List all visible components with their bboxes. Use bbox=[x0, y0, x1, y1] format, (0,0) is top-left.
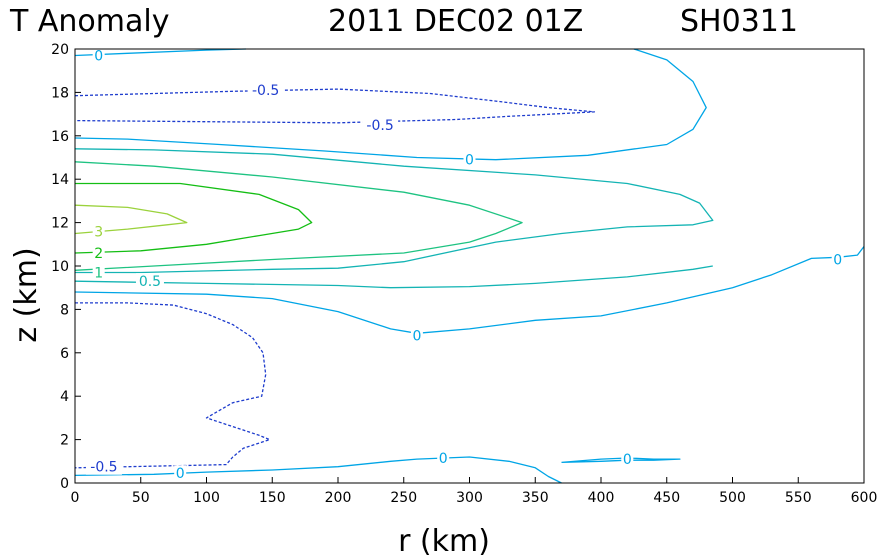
contour-line-3 bbox=[74, 148, 714, 274]
x-axis-label: r (km) bbox=[398, 524, 490, 558]
contour-label-bg-3 bbox=[463, 151, 476, 168]
y-tick-label-3: 6 bbox=[60, 346, 69, 362]
x-tick-label-8: 400 bbox=[588, 490, 615, 506]
contour-labels: 0 -0.5 -0.5 0 3 2 1 0.5 0 0 -0.5 0 0 0 bbox=[85, 47, 844, 482]
contour-line-2 bbox=[74, 88, 596, 124]
contour-label-5: 2 bbox=[94, 246, 103, 262]
x-tick-label-7: 350 bbox=[522, 490, 549, 506]
x-axis-ticks: 0 50 100 150 200 250 300 350 400 450 500 550 600 bbox=[71, 477, 878, 506]
contour-lines bbox=[74, 48, 865, 484]
title-datetime: 2011 DEC02 01Z bbox=[328, 4, 583, 39]
contour-label-11: 0 bbox=[176, 466, 185, 482]
y-tick-label-0: 0 bbox=[60, 476, 69, 492]
contour-label-bg-11 bbox=[174, 465, 187, 482]
contour-line-11 bbox=[561, 457, 681, 464]
title-storm-id: SH0311 bbox=[680, 4, 798, 39]
y-tick-label-7: 14 bbox=[51, 172, 69, 188]
contour-label-bg-2 bbox=[362, 116, 399, 133]
contour-label-bg-1 bbox=[247, 82, 284, 99]
contour-label-bg-0 bbox=[92, 47, 105, 64]
contour-label-4: 3 bbox=[94, 224, 103, 240]
contour-line-6 bbox=[74, 204, 188, 235]
contour-label-0: 0 bbox=[94, 49, 103, 65]
contour-label-bg-13 bbox=[621, 451, 634, 468]
x-tick-label-9: 450 bbox=[653, 490, 680, 506]
y-tick-label-5: 10 bbox=[51, 259, 69, 275]
chart-title: T Anomaly 2011 DEC02 01Z SH0311 bbox=[9, 4, 798, 39]
y-tick-label-10: 20 bbox=[51, 42, 69, 58]
x-tick-label-0: 0 bbox=[71, 490, 80, 506]
x-tick-label-11: 550 bbox=[785, 490, 812, 506]
y-tick-label-8: 16 bbox=[51, 129, 69, 145]
x-tick-label-6: 300 bbox=[456, 490, 483, 506]
contour-label-7: 0.5 bbox=[139, 274, 161, 290]
contour-line-9 bbox=[74, 302, 271, 469]
title-variable: T Anomaly bbox=[9, 4, 169, 39]
contour-label-1: -0.5 bbox=[252, 83, 279, 99]
contour-label-9: 0 bbox=[412, 328, 421, 344]
contour-line-1 bbox=[74, 48, 707, 161]
contour-line-7 bbox=[74, 265, 713, 289]
y-tick-label-1: 2 bbox=[60, 433, 69, 449]
x-tick-label-5: 250 bbox=[390, 490, 417, 506]
contour-line-4 bbox=[74, 161, 523, 271]
contour-line-8 bbox=[74, 246, 865, 334]
contour-label-bg-5 bbox=[92, 244, 105, 261]
contour-label-8: 0 bbox=[833, 252, 842, 268]
contour-label-bg-9 bbox=[410, 327, 423, 344]
contour-label-bg-8 bbox=[831, 251, 844, 268]
y-tick-label-9: 18 bbox=[51, 85, 69, 101]
contour-label-6: 1 bbox=[94, 266, 103, 282]
contour-label-bg-6 bbox=[92, 264, 105, 281]
contour-label-bg-4 bbox=[92, 223, 105, 240]
x-tick-label-4: 200 bbox=[325, 490, 352, 506]
contour-label-bg-12 bbox=[437, 450, 450, 467]
x-tick-label-2: 100 bbox=[193, 490, 220, 506]
contour-label-2: -0.5 bbox=[366, 118, 393, 134]
x-tick-label-10: 500 bbox=[719, 490, 746, 506]
contour-label-bg-10 bbox=[85, 458, 122, 475]
y-tick-label-6: 12 bbox=[51, 216, 69, 232]
contour-label-3: 0 bbox=[465, 153, 474, 169]
contour-line-10 bbox=[74, 456, 562, 484]
y-tick-label-4: 8 bbox=[60, 302, 69, 318]
x-tick-label-1: 50 bbox=[132, 490, 150, 506]
x-tick-label-3: 150 bbox=[259, 490, 286, 506]
y-tick-label-2: 4 bbox=[60, 389, 69, 405]
y-axis-ticks: 0 2 4 6 8 10 12 14 16 18 20 bbox=[51, 42, 81, 492]
plot-frame bbox=[74, 48, 865, 484]
contour-line-5 bbox=[74, 182, 313, 254]
y-axis-label: z (km) bbox=[9, 247, 44, 342]
contour-label-bg-7 bbox=[135, 273, 164, 290]
x-tick-label-12: 600 bbox=[851, 490, 878, 506]
contour-label-13: 0 bbox=[623, 452, 632, 468]
contour-label-10: -0.5 bbox=[90, 460, 117, 476]
contour-label-12: 0 bbox=[439, 451, 448, 467]
